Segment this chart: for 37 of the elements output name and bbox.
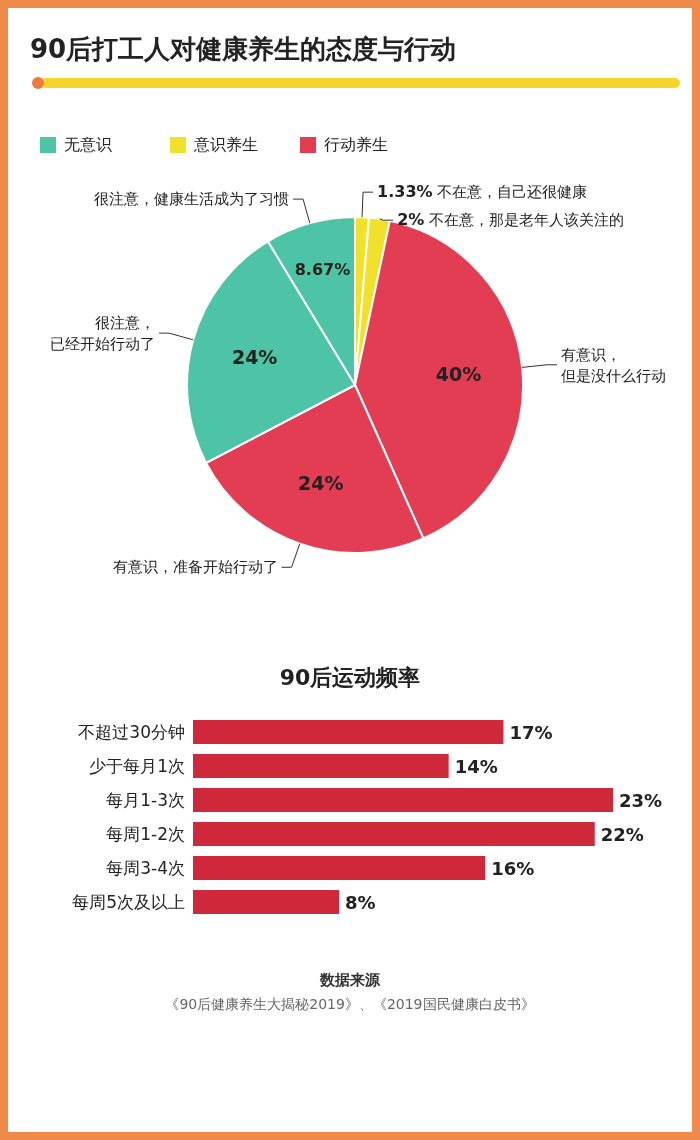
bar — [193, 788, 613, 812]
y-tick-label: 每周1-2次 — [106, 824, 185, 844]
category-label: 无意识 — [64, 135, 112, 154]
y-tick-label: 每周5次及以上 — [72, 892, 185, 912]
bar — [193, 720, 504, 744]
bar — [193, 890, 340, 914]
y-tick-label: 少于每月1次 — [89, 756, 185, 776]
data-label: 24% — [298, 472, 344, 495]
data-label: 23% — [619, 790, 663, 811]
slice-label: 有意识，准备开始行动了 — [112, 558, 278, 577]
data-label: 17% — [509, 722, 553, 743]
bar — [193, 822, 595, 846]
y-tick-label: 每月1-3次 — [106, 790, 185, 810]
slice-label: 有意识，但是没什么行动 — [560, 345, 666, 385]
data-label: 8.67% — [294, 260, 351, 280]
slice-label: 不在意，那是老年人该关注的 — [424, 211, 625, 230]
data-label: 8% — [345, 892, 376, 913]
text: 数据来源 — [319, 971, 381, 989]
y-tick-label: 每周3-4次 — [106, 858, 185, 878]
data-label: 24% — [231, 346, 278, 369]
data-label: 14% — [454, 756, 498, 777]
slice-label: 很注意，健康生活成为了习惯 — [94, 190, 290, 209]
chart-title: 90后打工人对健康养生的态度与行动 — [30, 34, 457, 64]
data-label: 1.33% — [377, 182, 433, 202]
data-label: 2% — [397, 210, 425, 230]
text: 《90后健康养生大揭秘2019》、《2019国民健康白皮书》 — [165, 996, 535, 1012]
category-label: 意识养生 — [193, 135, 258, 154]
bar — [193, 856, 486, 880]
y-tick-label: 不超过30分钟 — [78, 722, 185, 742]
data-label: 40% — [435, 363, 482, 386]
slice-label: 很注意，已经开始行动了 — [50, 314, 156, 354]
slice-label: 不在意，自己还很健康 — [432, 183, 588, 202]
data-label: 22% — [600, 824, 644, 845]
category-label: 行动养生 — [324, 135, 388, 154]
chart-title: 90后运动频率 — [279, 665, 421, 690]
bar — [193, 754, 449, 778]
data-label: 16% — [491, 858, 535, 879]
